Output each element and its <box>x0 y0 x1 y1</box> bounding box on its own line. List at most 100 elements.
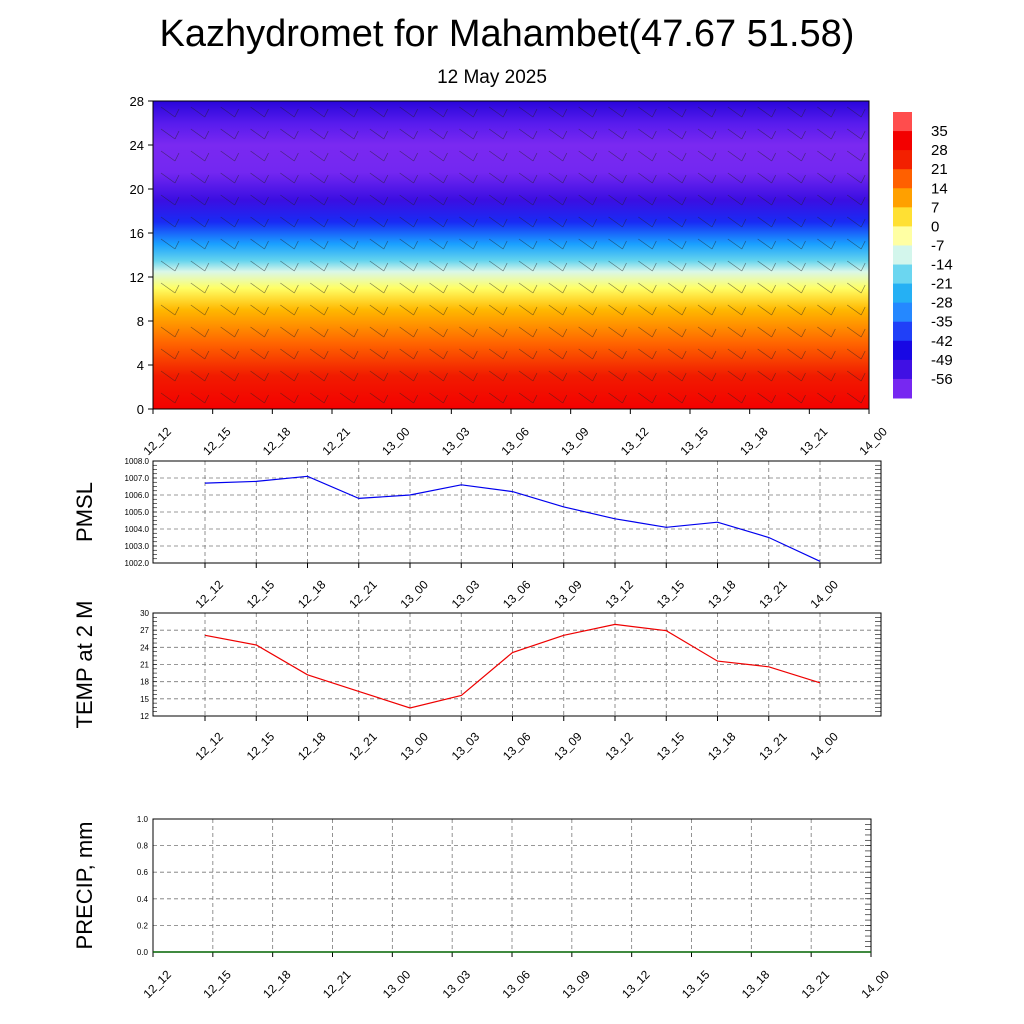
y-axis-label: TEMP at 2 M <box>72 601 97 729</box>
colorbar-swatch <box>893 188 912 208</box>
x-tick-label: 13_15 <box>677 424 711 458</box>
wind-barb <box>160 128 180 140</box>
wind-barb <box>697 282 717 294</box>
x-tick-label: 12_18 <box>260 967 294 1001</box>
wind-barb <box>608 304 627 316</box>
wind-barb <box>309 348 329 360</box>
wind-barb <box>190 282 210 294</box>
colorbar-swatch <box>893 112 912 132</box>
wind-barb <box>220 238 239 250</box>
wind-barb <box>578 392 597 404</box>
x-tick-label: 13_21 <box>756 729 790 763</box>
wind-barb <box>429 150 448 162</box>
wind-barb <box>727 194 747 206</box>
wind-barb <box>518 106 538 118</box>
y-tick-label: 1004.0 <box>125 525 150 534</box>
colorbar-label: -42 <box>931 333 953 350</box>
wind-barb <box>787 392 806 404</box>
wind-barb <box>548 392 568 404</box>
wind-barb <box>488 216 508 228</box>
colorbar-label: 28 <box>931 142 948 159</box>
wind-barb <box>488 304 508 316</box>
y-tick-label: 30 <box>140 609 149 618</box>
wind-barb <box>399 304 418 316</box>
y-tick-label: 28 <box>130 94 144 109</box>
y-axis-label: PMSL <box>72 482 97 542</box>
wind-barb <box>638 326 657 338</box>
wind-barb <box>697 370 717 382</box>
wind-barb <box>399 370 418 382</box>
wind-barb <box>757 238 776 250</box>
wind-barb <box>638 260 657 272</box>
wind-barb <box>548 106 568 118</box>
wind-barb <box>638 128 657 140</box>
wind-barb <box>309 172 329 184</box>
wind-barb <box>488 348 508 360</box>
x-tick-label: 13_15 <box>679 967 713 1001</box>
wind-barb <box>667 150 687 162</box>
wind-barb <box>578 216 597 228</box>
wind-barb <box>667 216 687 228</box>
x-tick-label: 13_03 <box>449 577 483 611</box>
wind-barb <box>697 150 717 162</box>
wind-barb <box>667 260 687 272</box>
wind-barb <box>757 128 776 140</box>
wind-barb <box>817 392 836 404</box>
wind-barb <box>757 194 776 206</box>
x-tick-label: 13_00 <box>380 967 414 1001</box>
wind-barb <box>160 392 180 404</box>
wind-barb <box>429 392 448 404</box>
x-tick-label: 13_06 <box>500 577 534 611</box>
temperature-profile-panel: 0 4 8 12 16 20 24 28 12_12 12_15 12_18 12_21 13_00 13… <box>130 94 953 458</box>
wind-barb <box>578 150 597 162</box>
wind-barb <box>488 150 508 162</box>
wind-barb <box>309 392 329 404</box>
wind-barb <box>160 260 180 272</box>
y-tick-label: 0.8 <box>137 842 149 851</box>
wind-barb <box>369 106 389 118</box>
colorbar-swatch <box>893 131 912 151</box>
x-tick-label: 13_18 <box>705 729 739 763</box>
wind-barb <box>787 282 806 294</box>
wind-barb <box>280 304 299 316</box>
wind-barb <box>280 238 299 250</box>
y-tick-label: 18 <box>140 678 149 687</box>
colorbar-swatch <box>893 226 912 246</box>
wind-barb <box>787 128 806 140</box>
y-tick-label: 12 <box>130 270 144 285</box>
wind-barb <box>608 370 627 382</box>
wind-barb <box>787 348 806 360</box>
wind-barb <box>160 172 180 184</box>
wind-barb <box>608 194 627 206</box>
colorbar-label: 21 <box>931 161 948 178</box>
wind-barb <box>518 370 538 382</box>
wind-barb <box>399 326 418 338</box>
wind-barb <box>667 392 687 404</box>
wind-barb <box>339 348 359 360</box>
wind-barb <box>817 238 836 250</box>
wind-barb <box>488 128 508 140</box>
x-tick-label: 13_21 <box>797 424 831 458</box>
colorbar-swatch <box>893 245 912 266</box>
wind-barb <box>190 260 210 272</box>
wind-barb <box>309 282 329 294</box>
wind-barb <box>429 128 448 140</box>
wind-barb <box>667 326 687 338</box>
wind-barb <box>369 128 389 140</box>
wind-barb <box>578 348 597 360</box>
wind-barb <box>339 370 359 382</box>
wind-barb <box>488 106 508 118</box>
wind-barb <box>846 238 866 250</box>
wind-barb <box>160 304 180 316</box>
wind-barb <box>399 260 418 272</box>
x-tick-label: 13_21 <box>799 967 833 1001</box>
wind-barb <box>727 106 747 118</box>
wind-barb <box>488 238 508 250</box>
wind-barb <box>220 370 239 382</box>
y-tick-label: 0.4 <box>137 895 149 904</box>
wind-barb <box>817 370 836 382</box>
wind-barb <box>250 370 269 382</box>
wind-barb <box>250 260 269 272</box>
wind-barb <box>697 392 717 404</box>
wind-barb <box>190 128 210 140</box>
